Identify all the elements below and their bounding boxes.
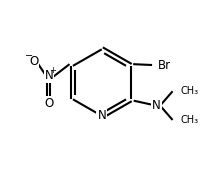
Text: N: N: [152, 99, 161, 112]
Text: CH₃: CH₃: [180, 86, 198, 96]
Text: CH₃: CH₃: [180, 115, 198, 125]
Text: −: −: [25, 51, 33, 61]
Text: Br: Br: [158, 58, 171, 72]
Text: N: N: [45, 69, 53, 82]
Text: O: O: [29, 55, 38, 68]
Text: O: O: [44, 96, 54, 110]
Text: N: N: [97, 109, 106, 122]
Text: +: +: [49, 67, 56, 76]
